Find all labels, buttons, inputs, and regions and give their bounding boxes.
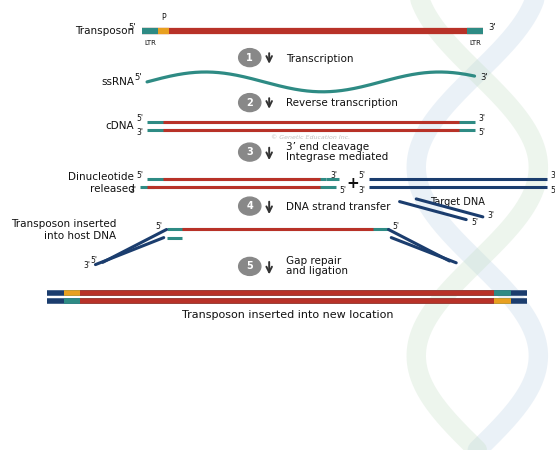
Text: 5': 5' xyxy=(392,222,400,231)
Text: 2: 2 xyxy=(246,98,253,108)
Text: 5': 5' xyxy=(136,114,143,123)
Text: P: P xyxy=(162,14,166,22)
Text: and ligation: and ligation xyxy=(286,266,348,276)
Text: 5: 5 xyxy=(246,261,253,271)
Text: Dinucleotide
released: Dinucleotide released xyxy=(68,172,134,194)
Text: 4: 4 xyxy=(246,201,253,211)
Text: 3': 3' xyxy=(358,186,365,195)
Text: 5': 5' xyxy=(358,171,365,180)
Text: DNA strand transfer: DNA strand transfer xyxy=(286,202,390,212)
Text: 3': 3' xyxy=(129,186,136,195)
Text: Reverse transcription: Reverse transcription xyxy=(286,99,398,108)
Text: Target DNA: Target DNA xyxy=(431,197,485,207)
Text: LTR: LTR xyxy=(469,40,481,45)
Text: 5': 5' xyxy=(90,256,98,265)
Text: +: + xyxy=(346,176,359,191)
Text: Gap repair: Gap repair xyxy=(286,256,341,266)
Circle shape xyxy=(239,49,261,67)
Circle shape xyxy=(239,143,261,161)
Circle shape xyxy=(239,257,261,275)
Text: 3': 3' xyxy=(478,114,486,123)
Text: 3': 3' xyxy=(488,23,496,32)
Text: 3': 3' xyxy=(487,211,495,220)
Text: Transcription: Transcription xyxy=(286,54,354,63)
Text: 5': 5' xyxy=(136,171,143,180)
Text: 3': 3' xyxy=(83,261,90,270)
Text: 3: 3 xyxy=(246,147,253,157)
Circle shape xyxy=(239,94,261,112)
Text: 3': 3' xyxy=(136,128,143,137)
Text: cDNA: cDNA xyxy=(105,121,134,130)
Text: LTR: LTR xyxy=(144,40,156,45)
Text: Transposon inserted
into host DNA: Transposon inserted into host DNA xyxy=(11,219,117,241)
Text: 5': 5' xyxy=(478,128,486,137)
Text: 3': 3' xyxy=(330,171,337,180)
Text: Integrase mediated: Integrase mediated xyxy=(286,152,388,162)
Text: © Genetic Education Inc.: © Genetic Education Inc. xyxy=(271,135,350,140)
Text: 5': 5' xyxy=(472,218,479,227)
Text: 5': 5' xyxy=(134,73,142,82)
Text: 3': 3' xyxy=(480,73,488,82)
Circle shape xyxy=(239,197,261,215)
Text: 1: 1 xyxy=(246,53,253,63)
Text: 5': 5' xyxy=(155,222,163,231)
Text: 3’ end cleavage: 3’ end cleavage xyxy=(286,142,369,152)
Text: ssRNA: ssRNA xyxy=(102,77,134,87)
Text: Transposon inserted into new location: Transposon inserted into new location xyxy=(181,310,393,320)
Text: 5': 5' xyxy=(340,186,347,195)
Text: 5': 5' xyxy=(128,23,136,32)
Text: 3': 3' xyxy=(551,171,555,180)
Text: 5': 5' xyxy=(551,186,555,195)
Text: Transposon: Transposon xyxy=(75,27,134,36)
